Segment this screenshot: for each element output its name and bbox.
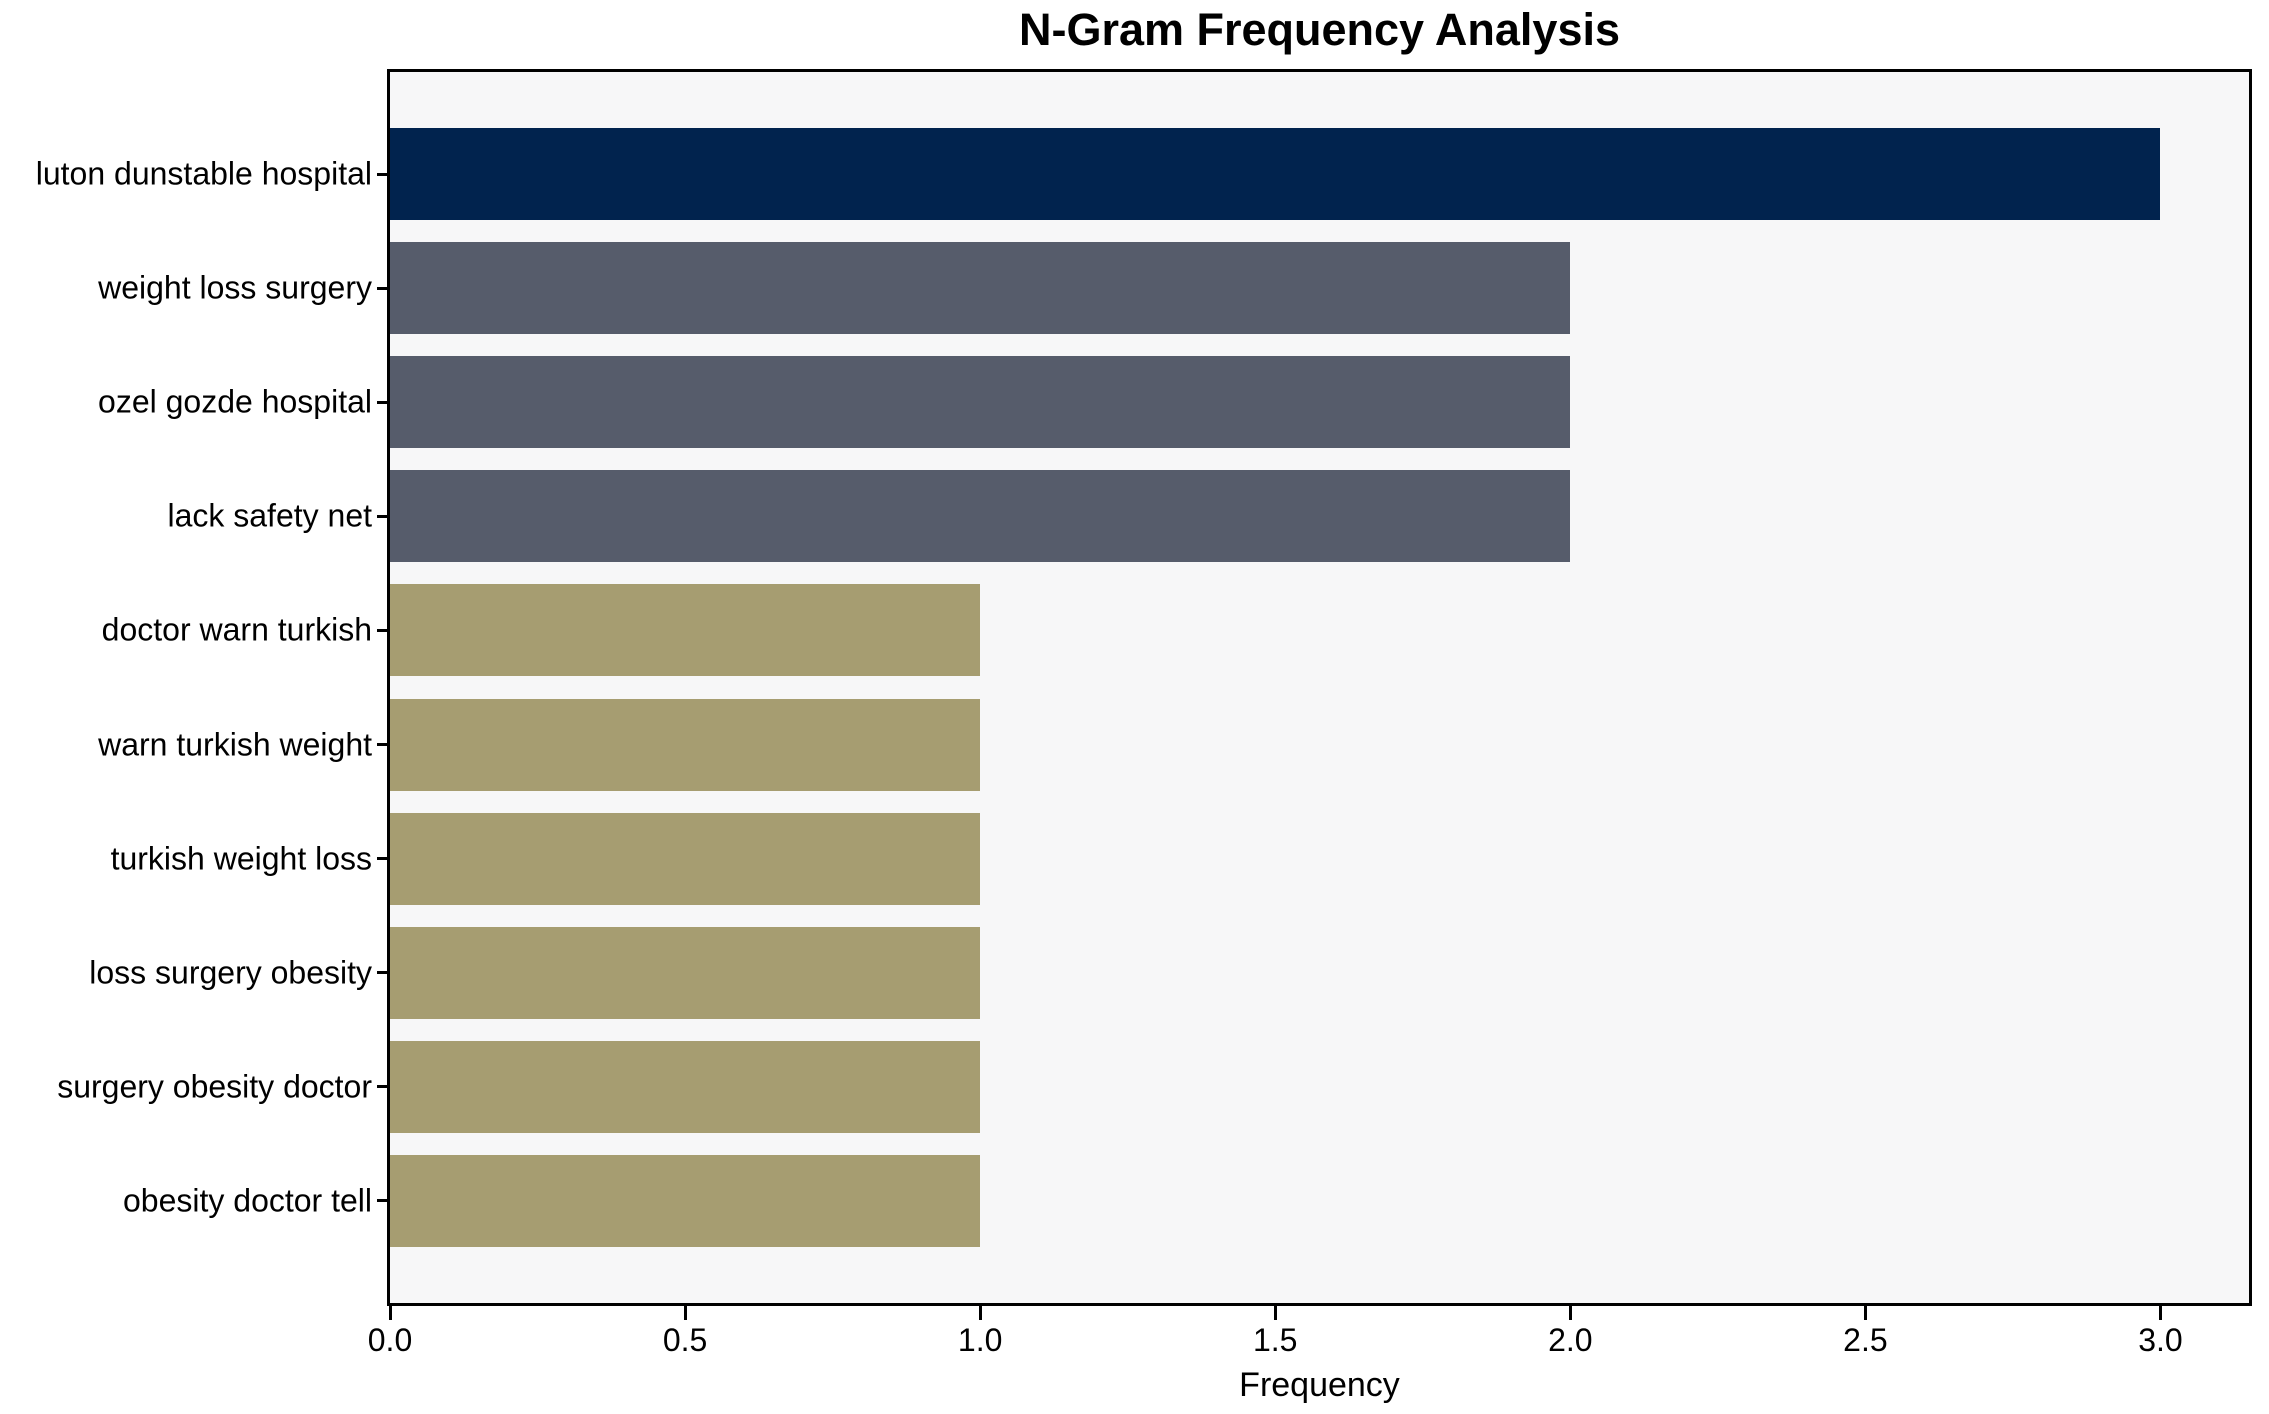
y-tick-label: loss surgery obesity xyxy=(89,954,372,991)
y-tick-mark xyxy=(377,857,390,861)
y-tick-mark xyxy=(377,971,390,975)
bar xyxy=(390,812,981,905)
x-tick-mark xyxy=(978,1306,982,1320)
y-tick-label: lack safety net xyxy=(167,497,372,534)
x-tick-mark xyxy=(388,1306,392,1320)
y-tick-label: doctor warn turkish xyxy=(101,611,372,648)
x-tick-mark xyxy=(1568,1306,1572,1320)
y-tick-label: weight loss surgery xyxy=(98,269,372,306)
bar xyxy=(390,1154,981,1247)
y-tick-mark xyxy=(377,628,390,632)
chart-title: N-Gram Frequency Analysis xyxy=(1018,4,1621,55)
bar xyxy=(390,584,981,677)
y-tick-mark xyxy=(377,1199,390,1203)
x-tick-label: 1.0 xyxy=(957,1322,1003,1358)
bar xyxy=(390,698,981,791)
y-tick-label: turkish weight loss xyxy=(110,840,372,877)
x-axis-label: Frequency xyxy=(1239,1366,1400,1404)
x-tick-label: 0.5 xyxy=(662,1322,708,1358)
bar xyxy=(390,1040,981,1133)
bar xyxy=(390,356,1571,449)
x-tick-label: 0.0 xyxy=(367,1322,413,1358)
y-tick-mark xyxy=(377,172,390,176)
y-tick-label: obesity doctor tell xyxy=(122,1182,372,1219)
x-tick-mark xyxy=(1273,1306,1277,1320)
x-tick-mark xyxy=(1863,1306,1867,1320)
x-tick-mark xyxy=(683,1306,687,1320)
x-tick-label: 2.5 xyxy=(1843,1322,1888,1358)
y-tick-mark xyxy=(377,743,390,746)
bar xyxy=(390,128,2161,220)
bar xyxy=(390,470,1571,563)
bar xyxy=(390,926,981,1019)
x-tick-label: 2.0 xyxy=(1548,1322,1593,1358)
x-tick-mark xyxy=(2158,1306,2162,1320)
y-tick-mark xyxy=(377,286,390,290)
y-tick-mark xyxy=(377,400,390,404)
y-tick-label: luton dunstable hospital xyxy=(35,155,372,192)
y-tick-mark xyxy=(377,1085,390,1089)
x-tick-label: 3.0 xyxy=(2138,1322,2183,1358)
x-tick-label: 1.5 xyxy=(1252,1322,1298,1358)
y-tick-label: ozel gozde hospital xyxy=(98,383,372,420)
bar xyxy=(390,242,1571,335)
y-tick-mark xyxy=(377,514,390,518)
y-tick-label: surgery obesity doctor xyxy=(57,1068,372,1105)
y-tick-label: warn turkish weight xyxy=(98,726,372,762)
